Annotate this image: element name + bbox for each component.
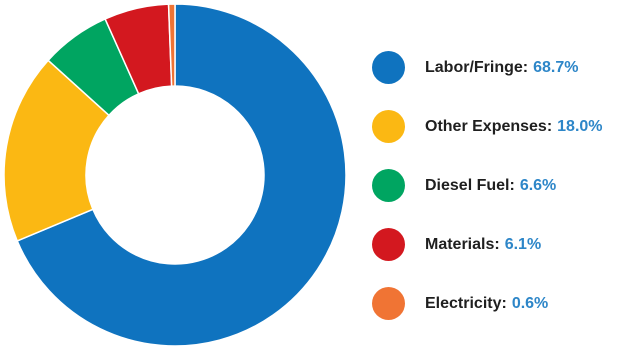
legend-label-labor-fringe: Labor/Fringe xyxy=(425,58,523,76)
legend-swatch-diesel-fuel xyxy=(372,169,405,202)
legend-value-materials: 6.1% xyxy=(504,235,542,253)
legend-value-diesel-fuel: 6.6% xyxy=(519,176,557,194)
legend-label-electricity: Electricity xyxy=(425,294,502,312)
slice-other-expenses xyxy=(3,59,111,242)
legend-item-materials: Materials: 6.1% xyxy=(372,215,603,274)
legend-item-diesel-fuel: Diesel Fuel: 6.6% xyxy=(372,156,603,215)
legend-swatch-materials xyxy=(372,228,405,261)
legend-swatch-other-expenses xyxy=(372,110,405,143)
legend-value-labor-fringe: 68.7% xyxy=(533,58,579,76)
legend: Labor/Fringe: 68.7% Other Expenses: 18.0% … xyxy=(372,38,603,333)
legend-value-electricity: 0.6% xyxy=(511,294,549,312)
donut-chart xyxy=(3,3,347,347)
legend-label-other-expenses: Other Expenses xyxy=(425,117,547,135)
legend-swatch-labor-fringe xyxy=(372,51,405,84)
legend-swatch-electricity xyxy=(372,287,405,320)
slice-electricity xyxy=(167,3,176,87)
legend-item-labor-fringe: Labor/Fringe: 68.7% xyxy=(372,38,603,97)
legend-label-diesel-fuel: Diesel Fuel xyxy=(425,176,510,194)
legend-value-other-expenses: 18.0% xyxy=(557,117,603,135)
legend-label-materials: Materials xyxy=(425,235,495,253)
legend-item-other-expenses: Other Expenses: 18.0% xyxy=(372,97,603,156)
legend-item-electricity: Electricity: 0.6% xyxy=(372,274,603,333)
slice-labor-fringe xyxy=(16,3,347,347)
